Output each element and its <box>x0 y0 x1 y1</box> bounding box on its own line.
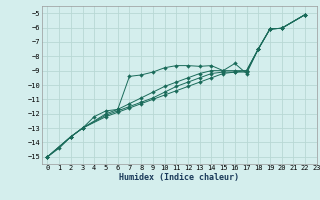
X-axis label: Humidex (Indice chaleur): Humidex (Indice chaleur) <box>119 173 239 182</box>
